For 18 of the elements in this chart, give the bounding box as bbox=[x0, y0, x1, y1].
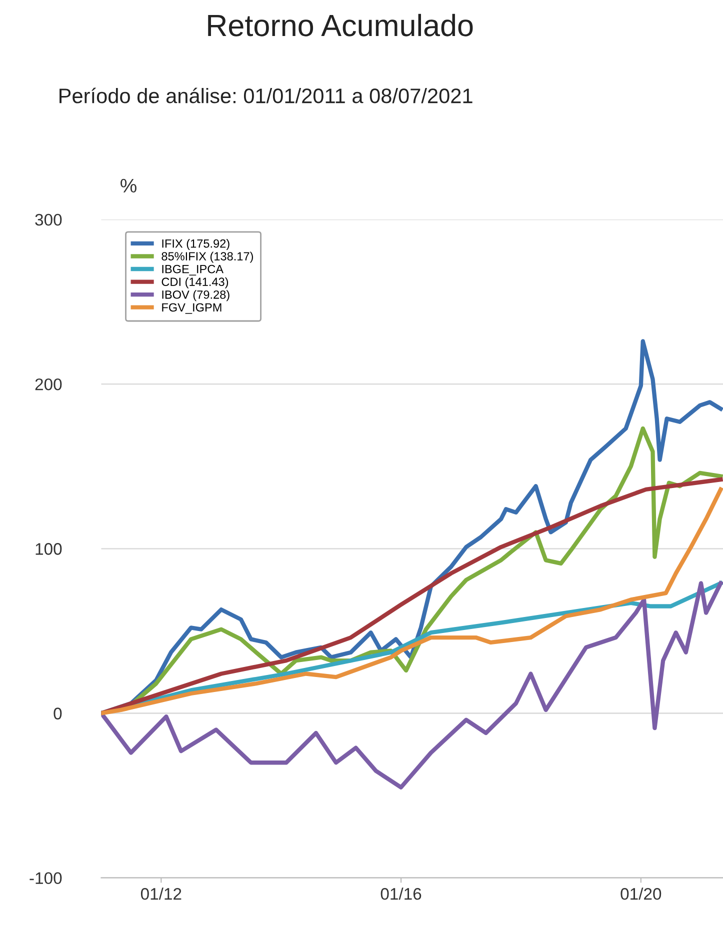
y-tick-label: 100 bbox=[36, 543, 62, 555]
legend-label: IBOV (79.28) bbox=[162, 290, 230, 302]
legend-label: 85%IFIX (138.17) bbox=[162, 252, 253, 263]
legend-label: CDI (141.43) bbox=[162, 277, 228, 288]
y-tick-label: 200 bbox=[35, 378, 62, 390]
legend-label: FGV_IGPM bbox=[162, 303, 222, 314]
chart-title: Retorno Acumulado bbox=[208, 14, 473, 36]
legend-label: IBGE_IPCA bbox=[162, 264, 224, 276]
line-series bbox=[101, 581, 723, 790]
y-tick-label: 0 bbox=[54, 708, 62, 720]
y-tick-label: -100 bbox=[30, 872, 62, 884]
x-tick-label: 01/12 bbox=[140, 888, 182, 900]
x-tick-label: 01/20 bbox=[620, 888, 662, 900]
y-axis-title: % bbox=[120, 178, 136, 192]
legend-label: IFIX (175.92) bbox=[162, 239, 230, 250]
x-tick-label: 01/16 bbox=[380, 888, 422, 900]
y-tick-label: 300 bbox=[35, 214, 62, 226]
chart-subtitle: Período de análise: 01/01/2011 a 08/07/2021 bbox=[60, 88, 472, 104]
